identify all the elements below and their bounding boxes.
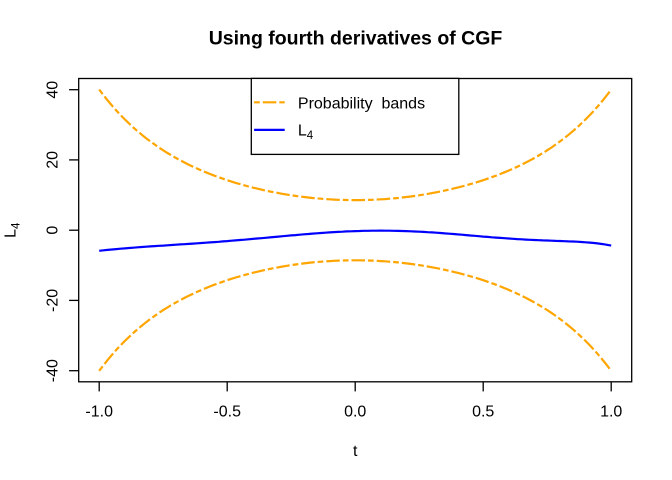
svg-text:0.0: 0.0 (344, 403, 366, 420)
svg-text:0: 0 (45, 226, 62, 235)
svg-text:0.5: 0.5 (472, 403, 494, 420)
svg-text:-0.5: -0.5 (213, 403, 241, 420)
svg-text:1.0: 1.0 (600, 403, 622, 420)
svg-text:Probability bands: Probability bands (298, 96, 425, 113)
svg-text:-1.0: -1.0 (85, 403, 113, 420)
svg-text:-40: -40 (45, 359, 62, 382)
svg-text:t: t (353, 443, 358, 460)
svg-text:40: 40 (45, 81, 62, 99)
svg-text:20: 20 (45, 151, 62, 169)
svg-text:Using fourth derivatives of CG: Using fourth derivatives of CGF (209, 28, 503, 50)
svg-text:-20: -20 (45, 289, 62, 312)
